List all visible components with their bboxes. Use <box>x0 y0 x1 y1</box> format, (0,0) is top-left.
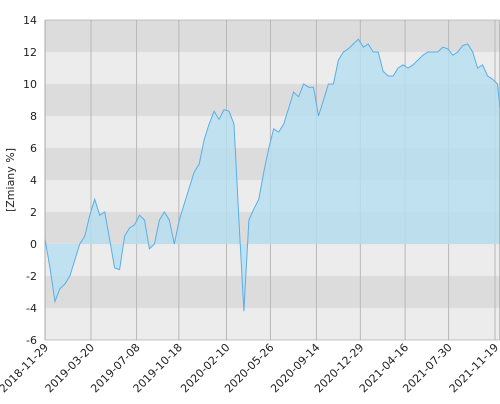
grid-band <box>45 308 500 340</box>
y-tick-label: -6 <box>26 334 37 347</box>
y-tick-label: 0 <box>30 238 37 251</box>
y-axis-label: [Zmiany %] <box>4 148 17 212</box>
y-tick-label: 2 <box>30 206 37 219</box>
y-tick-label: -2 <box>26 270 37 283</box>
y-tick-label: 4 <box>30 174 37 187</box>
area <box>45 39 500 312</box>
line <box>44 38 500 312</box>
y-tick-label: 10 <box>23 78 37 91</box>
y-tick-label: 8 <box>30 110 37 123</box>
x-tick-label: 2021-11-19 <box>447 341 500 395</box>
y-tick-label: 6 <box>30 142 37 155</box>
grid-band <box>45 20 500 52</box>
y-tick-label: 12 <box>23 46 37 59</box>
grid-band <box>45 276 500 308</box>
y-tick-label: -4 <box>26 302 37 315</box>
y-tick-label: 14 <box>23 14 37 27</box>
